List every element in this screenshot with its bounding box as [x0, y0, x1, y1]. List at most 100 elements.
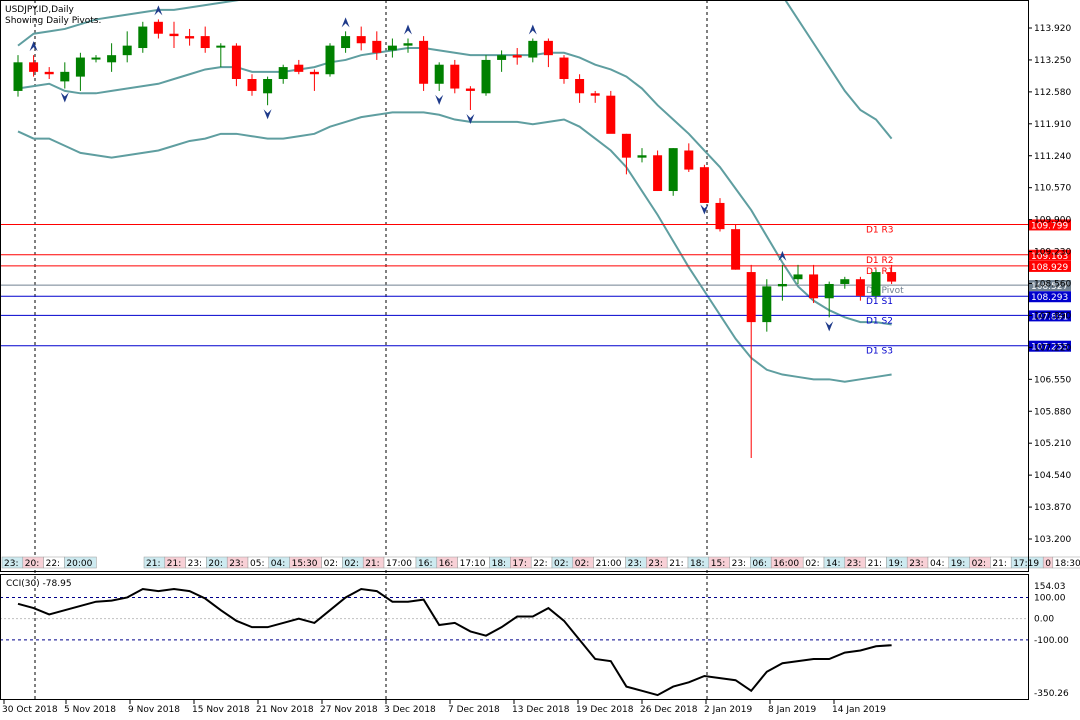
- strip-label: 17:10: [460, 559, 486, 569]
- fractal-down-arrow: [263, 109, 272, 120]
- candle-body: [762, 286, 772, 323]
- pivot-subtitle: Showing Daily Pivots.: [5, 16, 101, 26]
- y-tick-label: 109.900: [1034, 216, 1071, 226]
- strip-cell: [1052, 556, 1080, 569]
- pivot-name: D1 S3: [866, 347, 893, 357]
- candle-body: [777, 283, 787, 287]
- strip-label: 23:: [847, 559, 861, 569]
- strip-label: 18:30: [1055, 559, 1080, 569]
- candle-body: [559, 57, 569, 80]
- strip-label: 23:: [229, 559, 243, 569]
- candle-body: [325, 45, 335, 75]
- y-tick-label: 113.920: [1034, 24, 1071, 34]
- bollinger-middle: [17, 47, 892, 326]
- pivot-price-bg: [1029, 249, 1071, 261]
- candle-body: [824, 283, 834, 299]
- pivot-price-bg: [1029, 260, 1071, 272]
- x-tick-label: 14 Jan 2019: [832, 705, 886, 715]
- fractal-down-arrow: [466, 113, 475, 124]
- strip-label: 20:: [208, 559, 222, 569]
- cci-frame: [0, 574, 1029, 700]
- strip-cell: [64, 556, 97, 569]
- candle-body: [434, 64, 444, 84]
- fractal-up-arrow: [341, 17, 350, 28]
- x-tick-label: 15 Nov 2018: [192, 705, 250, 715]
- candle-body: [840, 279, 850, 284]
- y-tick-label: 111.240: [1034, 152, 1071, 162]
- pivot-price-label: 109.163: [1031, 252, 1068, 262]
- x-tick-label: 21 Nov 2018: [256, 705, 314, 715]
- strip-label: 06:: [752, 559, 766, 569]
- candle-body: [200, 36, 210, 49]
- price-frame: [0, 0, 1029, 572]
- fractal-arrows: [29, 5, 834, 332]
- candle-body: [216, 45, 226, 48]
- x-tick-label: 30 Oct 2018: [2, 705, 58, 715]
- candle-body: [590, 93, 600, 96]
- candle-body: [450, 64, 460, 89]
- candle-body: [169, 33, 179, 37]
- candle-body: [668, 148, 678, 192]
- strip-label: 04:: [271, 559, 285, 569]
- y-tick-label: 112.580: [1034, 88, 1071, 98]
- pivot-price-label: 107.255: [1031, 343, 1068, 353]
- strip-label: 21:: [167, 559, 181, 569]
- cci-axis-label: -100.00: [1034, 636, 1069, 646]
- candle-body: [575, 79, 585, 94]
- strip-label: 02:: [805, 559, 819, 569]
- candle-body: [871, 272, 881, 296]
- candle-body: [746, 272, 756, 323]
- x-tick-label: 2 Jan 2019: [704, 705, 752, 715]
- candle-body: [247, 79, 257, 91]
- fractal-down-arrow: [700, 204, 709, 215]
- pivot-price-box: 108.929: [1029, 260, 1071, 273]
- cci-axis-label: 0.00: [1034, 615, 1054, 625]
- y-tick-label: 106.550: [1034, 375, 1071, 385]
- candle-body: [231, 45, 241, 80]
- candle-body: [731, 229, 741, 270]
- candle-body: [13, 62, 23, 91]
- strip-label: 20:: [25, 559, 39, 569]
- fractal-down-arrow: [60, 92, 69, 103]
- candle-body: [465, 88, 475, 91]
- y-tick-label: 107.890: [1034, 311, 1071, 321]
- x-tick-label: 8 Jan 2019: [768, 705, 816, 715]
- y-tick-label: 105.210: [1034, 439, 1071, 449]
- candle-body: [107, 55, 117, 63]
- fractal-down-arrow: [825, 321, 834, 332]
- candle-body: [294, 64, 304, 72]
- pivot-price-bg: [1029, 291, 1071, 303]
- strip-label: 21:: [365, 559, 379, 569]
- pivot-price-box: 108.293: [1029, 291, 1071, 303]
- candle-body: [138, 26, 148, 49]
- strip-label: 02:: [324, 559, 338, 569]
- strip-label: 21:: [992, 559, 1006, 569]
- candle-body: [684, 150, 694, 170]
- candle-body: [653, 155, 663, 192]
- candle-body: [512, 55, 522, 58]
- cci-label: CCI(30) -78.95: [6, 579, 72, 589]
- strip-label: 14:: [826, 559, 840, 569]
- candle-body: [419, 40, 429, 84]
- pivot-price-bg: [1029, 310, 1071, 322]
- strip-label: 17:19: [1013, 559, 1039, 569]
- strip-label: 23:: [909, 559, 923, 569]
- x-tick-label: 26 Dec 2018: [640, 705, 698, 715]
- candle-body: [372, 40, 382, 53]
- y-tick-label: 109.230: [1034, 248, 1071, 258]
- candle-body: [91, 57, 101, 60]
- candle-body: [543, 40, 553, 56]
- pivot-price-label: 109.799: [1031, 221, 1068, 231]
- candle-body: [699, 167, 709, 203]
- pivot-price-box: 107.891: [1029, 310, 1071, 322]
- candle-body: [75, 57, 85, 77]
- fractal-up-arrow: [778, 250, 787, 261]
- x-tick-label: 7 Dec 2018: [448, 705, 500, 715]
- candle-body: [122, 45, 132, 56]
- strip-label: 20:00: [66, 559, 92, 569]
- pivot-price-box: 107.255: [1029, 340, 1071, 353]
- pivot-price-label: 108.527: [1031, 282, 1068, 292]
- pivot-name: D1 R1: [866, 267, 894, 277]
- cci-line: [17, 587, 892, 697]
- bollinger-bands: [17, 0, 893, 383]
